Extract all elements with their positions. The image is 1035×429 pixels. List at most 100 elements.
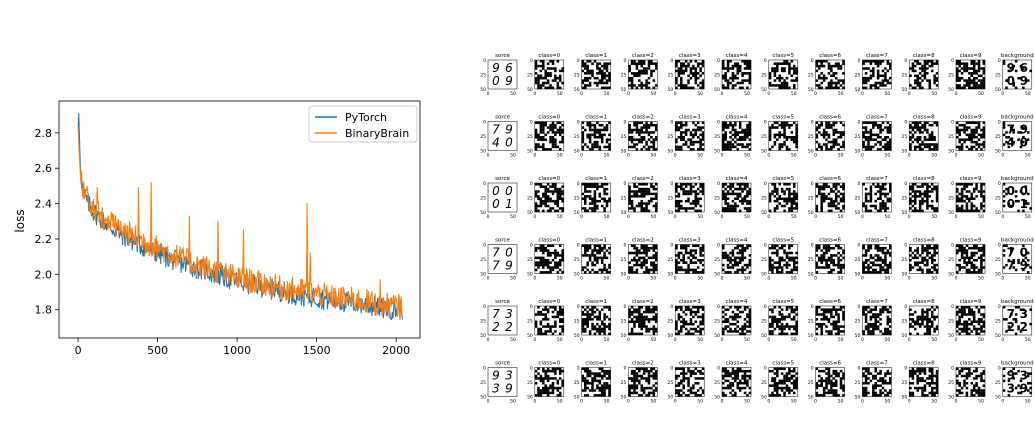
mask-pixel (773, 187, 777, 191)
mask-pixel (975, 148, 978, 151)
mask-pixel (911, 64, 915, 68)
mask-pixel (581, 313, 585, 316)
mask-pixel (544, 374, 547, 378)
mask-pixel (731, 259, 735, 262)
mask-pixel (701, 249, 705, 252)
mask-pixel (696, 202, 700, 205)
mask-pixel (633, 325, 636, 328)
mask-pixel (628, 313, 631, 316)
mask-pixel (746, 192, 749, 196)
mask-pixel (654, 251, 658, 255)
mask-pixel (729, 185, 732, 188)
mask-pixel (956, 183, 959, 186)
mask-pixel (701, 271, 705, 274)
mask-pixel (551, 332, 555, 336)
mask-pixel (958, 207, 961, 210)
panel-ytick: 50 (527, 333, 533, 339)
mask-pixel (654, 126, 658, 129)
mask-pixel (842, 204, 845, 208)
mask-pixel (780, 318, 784, 321)
mask-pixel (603, 325, 606, 328)
mask-pixel (1002, 254, 1006, 257)
mask-pixel (909, 123, 912, 127)
mask-pixel (884, 143, 887, 146)
mask-pixel (549, 84, 552, 87)
mask-pixel (886, 318, 890, 321)
mask-pixel (867, 249, 870, 252)
mask-pixel (888, 306, 892, 309)
mask-pixel (603, 386, 606, 390)
mask-pixel (956, 86, 959, 90)
mask-pixel (982, 60, 986, 63)
mask-pixel (591, 148, 594, 151)
mask-pixel (815, 327, 819, 331)
mask-pixel (680, 246, 683, 250)
mask-pixel (556, 197, 560, 201)
mask-pixel (914, 263, 917, 267)
mask-pixel (586, 318, 589, 321)
mask-pixel (699, 369, 702, 373)
mask-pixel (977, 123, 981, 127)
mask-pixel (600, 327, 604, 331)
mask-pixel (586, 121, 589, 125)
mask-pixel (584, 367, 587, 371)
mask-pixel (968, 209, 971, 213)
mask-pixel (534, 148, 538, 151)
mask-pixel (591, 377, 594, 380)
mask-pixel (956, 271, 959, 274)
mask-pixel (914, 249, 917, 252)
mask-pixel (778, 320, 781, 324)
mask-pixel (645, 315, 648, 319)
mask-pixel (970, 60, 974, 63)
mask-pixel (886, 207, 890, 210)
mask-pixel (650, 185, 653, 188)
mask-pixel (687, 81, 690, 85)
mask-pixel (780, 322, 784, 326)
mask-pixel (689, 72, 693, 75)
mask-pixel (605, 377, 609, 380)
mask-pixel (596, 199, 599, 203)
mask-pixel (635, 74, 639, 78)
mask-pixel (701, 391, 705, 395)
mask-pixel (556, 263, 560, 267)
mask-pixel (596, 315, 599, 319)
mask-pixel (743, 185, 747, 188)
mask-pixel (923, 310, 927, 314)
mask-pixel (726, 330, 730, 333)
mask-pixel (822, 256, 826, 260)
mask-pixel (640, 251, 643, 255)
mask-pixel (982, 145, 986, 149)
mask-pixel (593, 207, 597, 210)
mask-pixel (537, 372, 540, 375)
mask-pixel (822, 266, 826, 269)
mask-pixel (930, 138, 934, 141)
mask-pixel (1017, 327, 1020, 331)
mask-pixel (692, 199, 695, 203)
mask-pixel (930, 143, 934, 146)
mask-pixel (911, 136, 915, 139)
mask-pixel (642, 136, 646, 139)
mask-pixel (647, 202, 651, 205)
mask-pixel (699, 271, 702, 274)
mask-pixel (792, 64, 796, 68)
mask-pixel (834, 327, 838, 331)
mask-pixel (832, 185, 836, 188)
mask-pixel (888, 76, 892, 80)
mask-pixel (830, 315, 833, 319)
mask-pixel (886, 131, 890, 134)
mask-pixel (834, 131, 838, 134)
mask-pixel (608, 199, 611, 203)
mask-pixel (935, 246, 939, 250)
mask-pixel (746, 207, 749, 210)
mask-pixel (1007, 259, 1011, 262)
mask-pixel (694, 69, 698, 73)
mask-pixel (638, 308, 641, 311)
mask-pixel (581, 207, 585, 210)
mask-pixel (534, 325, 538, 328)
mask-pixel (722, 123, 725, 127)
